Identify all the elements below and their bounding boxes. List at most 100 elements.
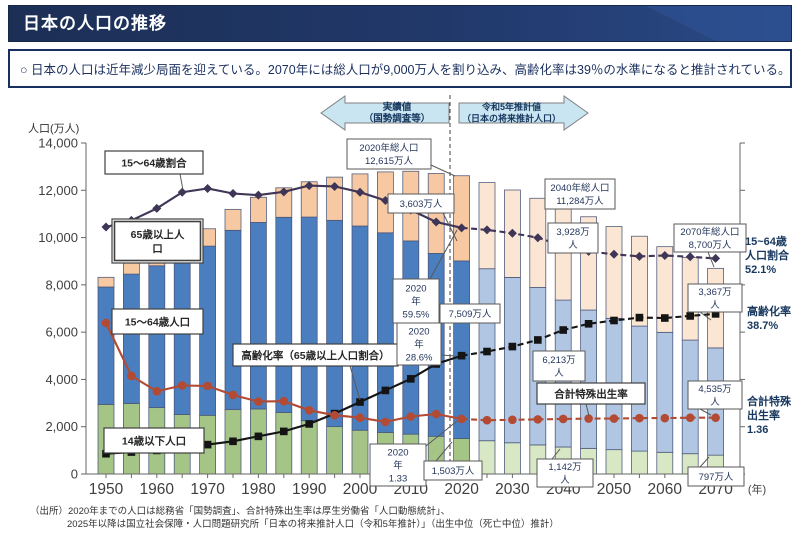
bar-2060-under14 [656, 451, 674, 475]
callout-2020-aging-text: 年 [414, 338, 424, 350]
bar-2005-age15_64 [377, 232, 394, 433]
bar-2055-age65plus [631, 235, 648, 327]
series-total-fertility-rate-marker [406, 412, 416, 421]
projected-zone-label: 令和5年推計値 [481, 101, 541, 112]
legend-working-ratio-text: 15～64歳割合 [121, 156, 187, 169]
projected-zone-arrow [458, 95, 589, 131]
series-total-fertility-rate-marker [279, 396, 289, 406]
series-working-age-ratio-marker [457, 223, 467, 233]
bar-1965-age15_64 [173, 255, 191, 415]
series-aging-rate-marker [635, 313, 644, 322]
series-total-fertility-rate-marker [177, 381, 187, 390]
lead-text: ○ 日本の人口は近年減少局面を迎えている。2070年には総人口が9,000万人を… [20, 63, 791, 77]
callout-4535-box [687, 380, 743, 410]
series-total-fertility-rate-marker [254, 397, 263, 406]
series-total-fertility-rate-marker [508, 415, 517, 425]
working-ratio-axis-label: 人口割合 [745, 248, 790, 262]
series-aging-rate-marker [229, 437, 237, 446]
callout-2040-total-box [544, 178, 616, 210]
series-aging-rate-marker [584, 320, 593, 328]
series-aging-rate-marker [254, 432, 263, 441]
legend-age65plus-text: 65歳以上人 [131, 228, 185, 241]
series-total-fertility-rate-marker [533, 415, 543, 424]
series-working-age-ratio-marker [507, 228, 517, 238]
bar-1990-age15_64 [300, 216, 318, 422]
callout-3367-text: 人 [710, 300, 720, 311]
series-aging-rate-marker [457, 351, 466, 360]
working-ratio-axis-label: 15~64歳 [745, 234, 787, 248]
bar-1985-age15_64 [275, 216, 293, 413]
callout-3928-text: 3,928万 [556, 227, 589, 238]
series-working-age-ratio-marker [279, 187, 289, 197]
series-aging-rate-marker [661, 314, 669, 322]
bar-1960-age15_64 [148, 265, 166, 409]
page-title: 日本の人口の推移 [23, 14, 167, 33]
bar-2020-age65plus [453, 175, 470, 262]
bar-2035-age65plus [529, 197, 547, 288]
callout-6213-text: 人 [554, 368, 564, 379]
callout-2070-total-leader [707, 251, 715, 268]
bar-1950-age15_64 [97, 286, 115, 405]
callout-2020-aging-box [396, 322, 442, 366]
callout-797-box [687, 466, 745, 487]
bar-2060-age65plus [656, 246, 674, 333]
series-working-age-ratio-marker [330, 181, 340, 191]
series-working-age-ratio-marker [355, 187, 365, 197]
series-total-fertility-rate-marker [355, 413, 365, 423]
callout-2070-total-text: 2070年総人口 [680, 226, 739, 238]
x-tick-label: 1990 [292, 481, 327, 498]
series-aging-rate-marker [559, 326, 567, 334]
callout-2020-ratio-text: 2020 [405, 283, 426, 294]
series-total-fertility-rate-marker [558, 414, 568, 424]
series-aging-rate-marker [102, 449, 110, 458]
callout-797-text: 797万人 [699, 472, 734, 483]
bar-1975-age65plus [224, 208, 242, 231]
callout-2020-tfr-leader [425, 420, 458, 447]
legend-aging-rate-leader [349, 365, 361, 401]
actual-zone-label: 実績値 [383, 101, 412, 113]
source-note-line1: （出所）2020年までの人口は総務省「国勢調査」、合計特殊出生率は厚生労働省「人… [30, 506, 451, 517]
series-total-fertility-rate-marker [152, 386, 162, 396]
series-total-fertility-rate-marker [635, 413, 644, 423]
callout-2020-ratio-text: 年 [411, 295, 421, 307]
tfr-axis-label: 出生率 [747, 408, 780, 422]
callout-3603-leader [442, 212, 458, 242]
bar-1955-age15_64 [123, 273, 140, 404]
series-aging-rate-marker [686, 312, 694, 320]
callout-1142-box [536, 458, 594, 488]
x-axis-unit: (年) [748, 482, 766, 496]
callout-2020-total-leader [430, 164, 456, 177]
callout-7509-box [439, 303, 501, 324]
callout-7509-text: 7,509万人 [449, 309, 492, 320]
series-total-fertility-rate-marker [711, 413, 720, 423]
series-total-fertility-rate-marker [101, 318, 111, 328]
callout-2040-total-text: 11,284万人 [556, 196, 604, 207]
callout-2020-total-text: 2020年総人口 [359, 142, 418, 154]
y-tick-label: 6,000 [45, 325, 78, 340]
series-working-age-ratio-marker [203, 184, 213, 194]
series-total-fertility-rate-marker [228, 390, 238, 400]
y-tick-label: 2,000 [45, 419, 78, 434]
legend-working-ratio-leader [179, 173, 184, 191]
y-tick-label: 10,000 [38, 230, 78, 245]
callout-2020-aging-leader [440, 354, 456, 357]
series-aging-rate-marker [534, 336, 542, 344]
x-tick-label: 1950 [89, 481, 124, 498]
legend-age15-64-box [111, 308, 204, 335]
bar-2030-under14 [504, 442, 521, 475]
bar-1995-age15_64 [326, 219, 343, 428]
bar-1975-age15_64 [224, 229, 242, 411]
series-aging-rate-marker [483, 347, 491, 356]
bar-2000-age65plus [351, 173, 369, 227]
x-tick-label: 2050 [597, 481, 632, 498]
legend-age65plus-box [111, 218, 204, 264]
x-tick-label: 2030 [495, 481, 530, 498]
bar-2000-under14 [351, 429, 369, 475]
series-aging-rate-marker [711, 310, 720, 318]
bar-1980-age65plus [250, 196, 267, 223]
bar-2050-age65plus [605, 226, 623, 319]
actual-zone-label: （国勢調査等） [364, 113, 431, 125]
x-tick-label: 1960 [140, 481, 175, 498]
series-aging-rate-marker [305, 420, 313, 428]
bar-1955-age65plus [123, 262, 140, 275]
